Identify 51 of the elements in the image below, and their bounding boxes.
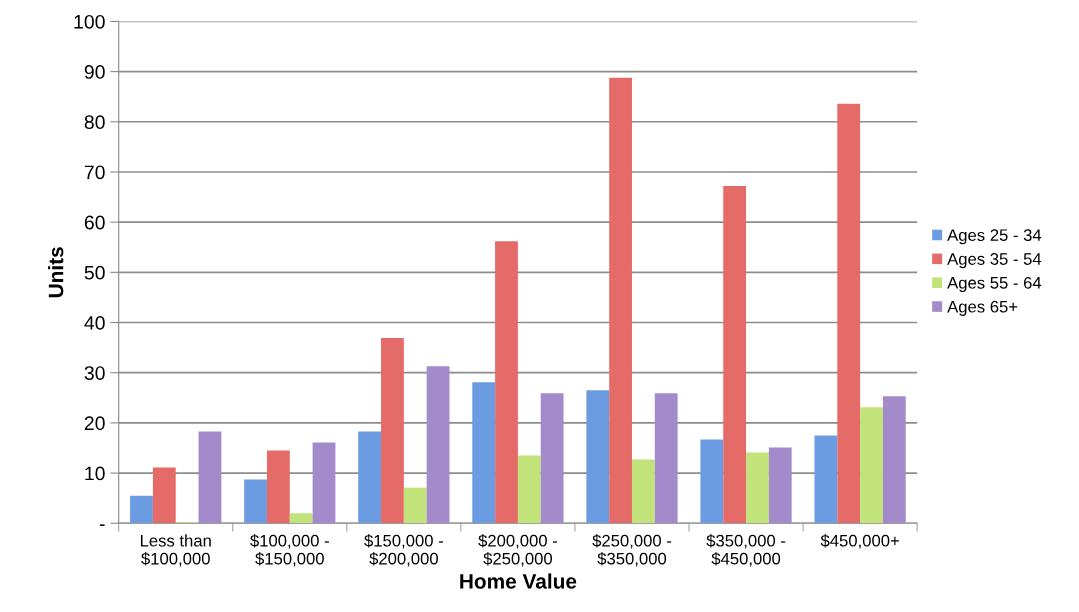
- x-tick-label: $200,000 - $250,000: [478, 534, 558, 567]
- bar: [540, 393, 564, 524]
- y-tick-label: 50: [84, 265, 105, 280]
- x-axis-title: Home Value: [460, 573, 577, 589]
- bar: [860, 407, 883, 524]
- y-tick-label: 90: [84, 65, 105, 79]
- bar: [517, 455, 541, 524]
- bar: [198, 431, 222, 524]
- y-axis-title: Units: [48, 247, 64, 298]
- bar: [746, 452, 769, 524]
- legend-label: Ages 65+: [947, 300, 1018, 316]
- y-tick-label: 60: [84, 215, 105, 230]
- x-tick-label: $150,000 - $200,000: [364, 534, 443, 567]
- bar: [381, 338, 404, 524]
- y-tick-label: 100: [74, 14, 105, 29]
- bar: [609, 77, 632, 524]
- bar: [312, 442, 336, 524]
- bar: [426, 366, 450, 524]
- bar: [266, 450, 290, 524]
- y-tick-label: 80: [84, 115, 105, 130]
- bar: [837, 103, 861, 524]
- legend-label: Ages 35 - 54: [947, 253, 1042, 269]
- x-tick-label: $350,000 - $450,000: [706, 534, 786, 567]
- y-tick-label: 10: [85, 466, 105, 481]
- bar: [244, 479, 267, 524]
- bar: [654, 393, 678, 524]
- y-tick-label: 40: [84, 315, 105, 330]
- x-tick-label: $450,000+: [820, 534, 899, 549]
- y-tick-label: -: [99, 524, 105, 526]
- bar: [700, 439, 724, 524]
- bar: [289, 513, 313, 524]
- bar: [631, 459, 655, 524]
- bar: [768, 447, 792, 524]
- bar: [472, 382, 496, 524]
- x-tick-label: $250,000 - $350,000: [592, 534, 672, 567]
- x-tick-label: Less than $100,000: [140, 534, 211, 567]
- y-tick-label: 30: [84, 366, 105, 380]
- bar: [882, 396, 906, 524]
- x-tick-label: $100,000 - $150,000: [250, 534, 329, 567]
- bar: [495, 241, 518, 524]
- bar: [358, 431, 382, 524]
- legend-label: Ages 25 - 34: [947, 229, 1042, 245]
- y-tick-label: 20: [84, 416, 105, 431]
- bar: [152, 467, 176, 524]
- bar: [586, 390, 610, 524]
- bar: [814, 435, 838, 524]
- bar: [723, 186, 747, 524]
- bar: [403, 487, 427, 524]
- bar: [130, 495, 153, 524]
- legend-label: Ages 55 - 64: [947, 276, 1042, 293]
- y-tick-label: 70: [84, 165, 105, 180]
